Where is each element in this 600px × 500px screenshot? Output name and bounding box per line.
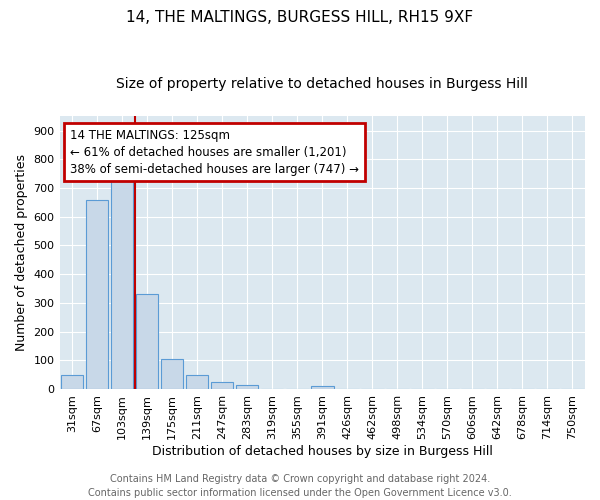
Bar bbox=[136, 294, 158, 389]
Bar bbox=[211, 382, 233, 389]
Y-axis label: Number of detached properties: Number of detached properties bbox=[15, 154, 28, 351]
Text: 14, THE MALTINGS, BURGESS HILL, RH15 9XF: 14, THE MALTINGS, BURGESS HILL, RH15 9XF bbox=[127, 10, 473, 25]
Bar bbox=[311, 386, 334, 389]
Bar bbox=[236, 384, 259, 389]
Bar bbox=[186, 374, 208, 389]
Bar bbox=[161, 359, 184, 389]
Bar bbox=[111, 175, 133, 389]
Bar bbox=[61, 374, 83, 389]
Bar bbox=[86, 200, 109, 389]
Text: Contains HM Land Registry data © Crown copyright and database right 2024.
Contai: Contains HM Land Registry data © Crown c… bbox=[88, 474, 512, 498]
Title: Size of property relative to detached houses in Burgess Hill: Size of property relative to detached ho… bbox=[116, 78, 528, 92]
Text: 14 THE MALTINGS: 125sqm
← 61% of detached houses are smaller (1,201)
38% of semi: 14 THE MALTINGS: 125sqm ← 61% of detache… bbox=[70, 128, 359, 176]
X-axis label: Distribution of detached houses by size in Burgess Hill: Distribution of detached houses by size … bbox=[152, 444, 493, 458]
